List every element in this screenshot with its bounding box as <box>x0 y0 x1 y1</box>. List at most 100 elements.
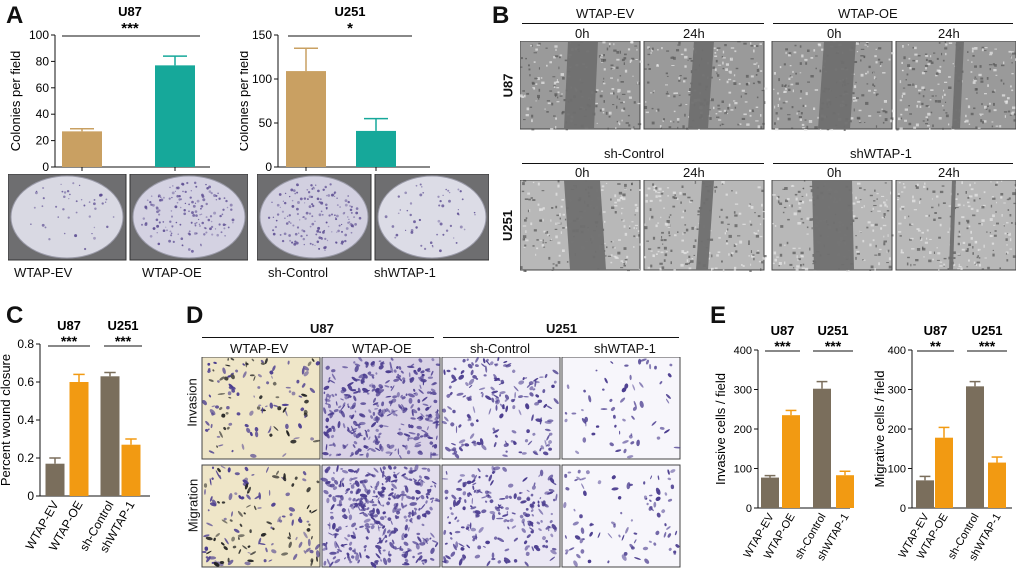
b-time-24h-2: 24h <box>938 26 960 41</box>
d-line-u251 <box>443 337 679 338</box>
bar-wtap-oe <box>69 382 89 496</box>
scratch-gap <box>564 180 606 270</box>
b-time-0h-3: 0h <box>575 165 590 180</box>
y-tick-label: 0 <box>265 160 272 174</box>
label-sh-control-photo: sh-Control <box>268 265 328 280</box>
y-tick-label: 200 <box>734 424 752 436</box>
panel-letter-e: E <box>710 302 727 329</box>
y-tick-label: 0.4 <box>17 413 34 427</box>
panel-letter-a: A <box>6 2 24 29</box>
y-tick-label: 0.2 <box>17 451 34 465</box>
y-tick-label: 50 <box>259 116 273 130</box>
b-row-u87: U87 <box>500 73 516 98</box>
y-tick-label: 0 <box>900 503 906 515</box>
significance-stars: *** <box>979 338 996 354</box>
bar-wtap-oe <box>935 437 953 508</box>
y-tick-label: 150 <box>252 28 272 42</box>
bar-wtap-oe <box>155 65 195 167</box>
b-time-0h-2: 0h <box>827 26 842 41</box>
y-tick-label: 300 <box>734 385 752 397</box>
group-label-u87: U87 <box>57 318 81 333</box>
scratch-gap <box>696 180 714 270</box>
label-wtap-oe-photo: WTAP-OE <box>142 265 202 280</box>
scratch-gap <box>952 41 964 129</box>
b-line-shwtap <box>773 163 1013 164</box>
significance-stars: * <box>347 20 353 37</box>
y-tick-label: 100 <box>29 28 49 42</box>
chart-e-migrative: U87** U251*** 0 100 200 300 400 Migrative cells… <box>872 323 1012 563</box>
group-label-u87: U87 <box>924 323 948 338</box>
y-axis-label: Colonies per field <box>240 51 251 151</box>
y-tick-label: 0 <box>27 489 34 503</box>
transwell-frame <box>201 464 321 568</box>
label-shwtap-photo: shWTAP-1 <box>374 265 436 280</box>
y-tick-label: 20 <box>36 134 50 148</box>
bar-wtap-ev <box>916 480 934 508</box>
d-group-u251: U251 <box>546 321 578 336</box>
b-group-wtap-ev: WTAP-EV <box>576 6 635 21</box>
scratch-images-u87 <box>520 41 1016 131</box>
scratch-frame <box>895 180 1016 271</box>
bar-shwtap-1 <box>356 130 396 167</box>
y-tick-label: 40 <box>36 107 50 121</box>
panel-letter-b: B <box>492 2 510 29</box>
bar-sh-control <box>286 71 326 167</box>
y-tick-label: 300 <box>888 385 906 397</box>
y-tick-label: 0 <box>746 503 752 515</box>
d-row-invasion: Invasion <box>184 378 200 427</box>
chart-a-u87: U87*** 0 20 40 60 80 100 Colonies per field <box>8 4 210 174</box>
transwell-frame <box>441 357 561 460</box>
scratch-gap <box>949 180 956 270</box>
b-time-24h-3: 24h <box>683 165 705 180</box>
bar-wtap-oe <box>782 415 800 508</box>
b-time-0h-1: 0h <box>575 26 590 41</box>
b-time-0h-4: 0h <box>827 165 842 180</box>
significance-stars: *** <box>825 338 842 354</box>
y-axis-label: Percent wound closure <box>0 354 13 486</box>
group-label-u251: U251 <box>817 323 848 338</box>
y-axis-label: Colonies per field <box>8 51 23 151</box>
d-line-u87 <box>202 337 434 338</box>
group-label-u87: U87 <box>771 323 795 338</box>
transwell-images <box>201 357 681 568</box>
bar-wtap-ev <box>761 477 779 508</box>
scratch-images-u251 <box>520 180 1016 272</box>
group-label-u251: U251 <box>107 318 138 333</box>
y-tick-label: 100 <box>734 464 752 476</box>
y-tick-label: 200 <box>888 424 906 436</box>
b-line-wtap-oe <box>773 23 1013 24</box>
panel-letter-c: C <box>6 302 24 329</box>
transwell-frame <box>561 357 681 460</box>
y-axis-label: Migrative cells / field <box>872 370 887 487</box>
d-col-wtap-ev: WTAP-EV <box>230 341 289 356</box>
d-row-migration: Migration <box>185 478 201 533</box>
b-row-u251: U251 <box>500 209 516 242</box>
b-group-wtap-oe: WTAP-OE <box>838 6 898 21</box>
b-line-wtap-ev <box>522 23 764 24</box>
significance-stars: ** <box>930 338 941 354</box>
colony-photos-u87 <box>8 174 248 261</box>
y-tick-label: 80 <box>36 54 50 68</box>
colony-photos-u251 <box>257 174 489 261</box>
significance-stars: *** <box>61 333 78 349</box>
bar-wtap-ev <box>45 463 65 496</box>
b-time-24h-4: 24h <box>938 165 960 180</box>
significance-stars: *** <box>121 20 139 37</box>
significance-stars: *** <box>774 338 791 354</box>
y-tick-label: 0.8 <box>17 337 34 351</box>
bar-shwtap-1 <box>121 444 141 496</box>
d-col-wtap-oe: WTAP-OE <box>352 341 412 356</box>
y-tick-label: 0.6 <box>17 375 34 389</box>
y-tick-label: 100 <box>252 72 272 86</box>
bar-shwtap-1 <box>988 462 1006 508</box>
y-tick-label: 400 <box>734 345 752 357</box>
bar-sh-control <box>813 388 831 508</box>
significance-stars: *** <box>115 333 132 349</box>
d-col-sh-control: sh-Control <box>470 341 530 356</box>
y-tick-label: 100 <box>888 464 906 476</box>
y-tick-label: 60 <box>36 81 50 95</box>
d-col-shwtap: shWTAP-1 <box>594 341 656 356</box>
